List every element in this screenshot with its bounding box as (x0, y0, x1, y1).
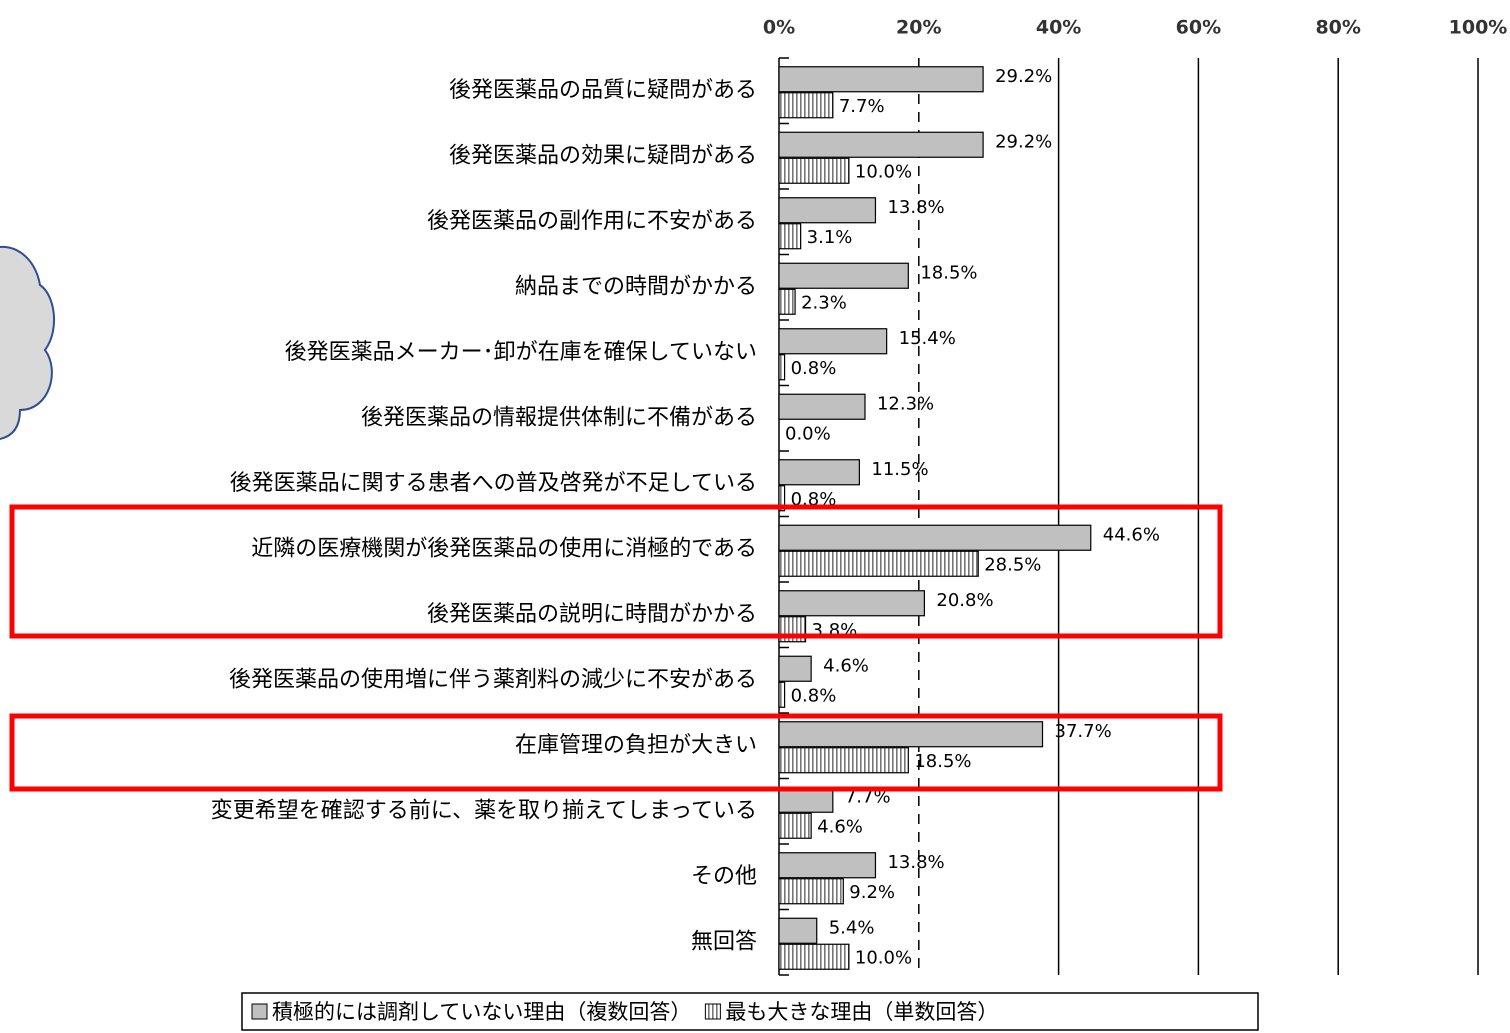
value-label: 2.3% (801, 292, 847, 313)
bar (779, 198, 875, 223)
x-tick-label: 0% (763, 17, 795, 39)
y-tick-label: 在庫管理の負担が大きい (515, 733, 757, 758)
y-tick-label: 無回答 (691, 929, 757, 954)
y-tick-label: 後発医薬品の情報提供体制に不備がある (361, 405, 757, 430)
value-label: 10.0% (855, 161, 912, 182)
legend-swatch (705, 1004, 720, 1019)
y-tick-label: 納品までの時間がかかる (515, 274, 757, 299)
y-tick-label: その他 (691, 864, 757, 889)
x-tick-label: 20% (896, 17, 941, 39)
value-label: 15.4% (899, 328, 956, 349)
bar (779, 329, 887, 354)
bar (779, 591, 924, 616)
bar (779, 918, 817, 943)
value-label: 5.4% (829, 917, 875, 938)
value-label: 0.0% (785, 423, 831, 444)
bar (779, 656, 811, 681)
value-label: 37.7% (1055, 721, 1112, 742)
bar (779, 722, 1043, 747)
y-tick-label: 後発医薬品の使用増に伴う薬剤料の減少に不安がある (229, 667, 757, 692)
bar (779, 460, 859, 485)
y-tick-label: 後発医薬品に関する患者への普及啓発が不足している (230, 471, 757, 496)
bar (779, 944, 849, 969)
x-tick-label: 60% (1176, 17, 1221, 39)
value-label: 29.2% (995, 131, 1052, 152)
chart: 0% 20% 40% 60% 80% 100% 後発医薬品の品質に疑問がある 29.2% 7.7… (0, 0, 1510, 1033)
bar (779, 132, 983, 157)
y-tick-label: 後発医薬品の品質に疑問がある (449, 78, 757, 103)
bar (779, 263, 908, 288)
x-tick-label: 100% (1449, 17, 1508, 39)
value-label: 12.3% (877, 393, 934, 414)
bar (779, 853, 875, 878)
value-label: 7.7% (839, 96, 885, 117)
value-label: 13.8% (887, 197, 944, 218)
value-label: 28.5% (984, 554, 1041, 575)
value-label: 4.6% (823, 655, 869, 676)
bar (779, 355, 785, 380)
value-label: 29.2% (995, 66, 1052, 87)
legend-swatch (252, 1004, 267, 1019)
y-tick-label: 後発医薬品の副作用に不安がある (427, 209, 757, 234)
bar (779, 551, 978, 576)
y-tick-label: 変更希望を確認する前に、薬を取り揃えてしまっている (211, 798, 757, 823)
y-tick-label: 後発医薬品メーカー･卸が在庫を確保していない (285, 340, 757, 365)
bar (779, 93, 833, 118)
legend-label: 積極的には調剤していない理由（複数回答） (272, 1000, 691, 1024)
bar (779, 158, 849, 183)
value-label: 44.6% (1103, 524, 1160, 545)
bar (779, 224, 801, 249)
value-label: 13.8% (887, 852, 944, 873)
value-label: 18.5% (914, 751, 971, 772)
y-tick-label: 近隣の医療機関が後発医薬品の使用に消極的である (251, 536, 757, 561)
value-label: 0.8% (791, 358, 837, 379)
value-label: 0.8% (791, 685, 837, 706)
bar (779, 289, 795, 314)
x-tick-label: 80% (1315, 17, 1360, 39)
bar (779, 394, 865, 419)
bar (779, 879, 843, 904)
cloud-shape (0, 247, 54, 440)
value-label: 9.2% (849, 882, 895, 903)
value-label: 10.0% (855, 947, 912, 968)
bar (779, 748, 908, 773)
value-label: 4.6% (817, 816, 863, 837)
bar (779, 67, 983, 92)
value-label: 20.8% (936, 590, 993, 611)
value-label: 18.5% (920, 262, 977, 283)
x-tick-label: 40% (1036, 17, 1081, 39)
legend-label: 最も大きな理由（単数回答） (725, 1000, 998, 1024)
value-label: 3.1% (807, 227, 853, 248)
bar (779, 682, 785, 707)
y-tick-label: 後発医薬品の効果に疑問がある (449, 143, 757, 168)
bar (779, 525, 1091, 550)
y-tick-label: 後発医薬品の説明に時間がかかる (427, 602, 757, 627)
page: {"chart_data": {"type": "bar", "orientat… (0, 0, 1510, 1033)
value-label: 11.5% (871, 459, 928, 480)
bar (779, 813, 811, 838)
